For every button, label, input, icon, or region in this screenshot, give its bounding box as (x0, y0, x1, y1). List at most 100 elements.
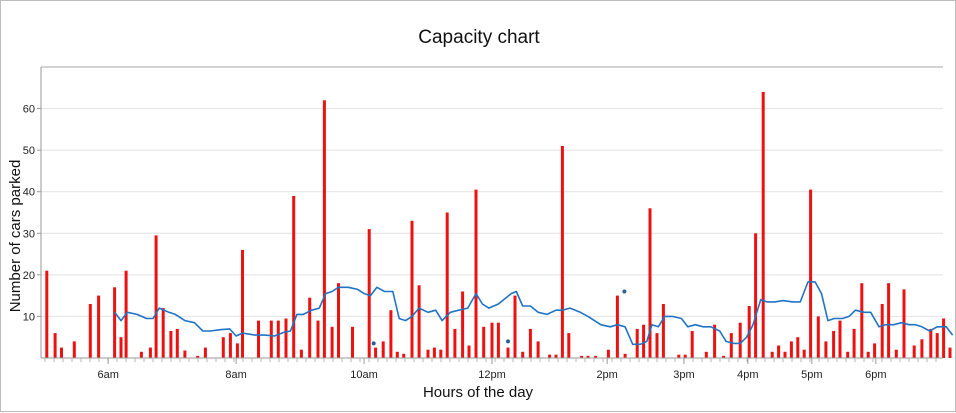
bar (690, 331, 694, 358)
bar (796, 337, 800, 358)
bar (783, 351, 787, 358)
bar (269, 320, 273, 358)
bar (655, 333, 659, 358)
bar (880, 304, 884, 358)
bar (623, 353, 627, 358)
bar (113, 287, 117, 358)
bar (322, 100, 326, 359)
bar (704, 351, 708, 358)
bar (308, 297, 312, 358)
bar (45, 270, 49, 358)
bar (139, 351, 143, 358)
bar (920, 339, 924, 358)
y-tick-label: 50 (23, 145, 35, 157)
bar (554, 354, 558, 358)
bar (521, 351, 525, 358)
bar (161, 308, 165, 358)
bar (846, 351, 850, 358)
bar (299, 349, 303, 358)
bar (935, 333, 939, 358)
bar (528, 328, 532, 358)
x-axis-title: Hours of the day (423, 384, 534, 401)
bar (816, 316, 820, 358)
bar (119, 337, 123, 358)
bar (410, 220, 414, 358)
bar (802, 349, 806, 358)
plot-area (45, 91, 954, 359)
bar (381, 341, 385, 358)
bar (276, 320, 280, 358)
bar (586, 355, 590, 358)
bar (777, 345, 781, 358)
bar (761, 91, 765, 359)
bar (490, 322, 494, 358)
x-tick-label: 6pm (865, 369, 886, 381)
bar (196, 355, 200, 358)
y-tick-label: 60 (23, 104, 35, 116)
bar (426, 349, 430, 358)
chart-title: Capacity chart (418, 27, 540, 48)
bar (461, 291, 465, 358)
bar (677, 354, 681, 358)
x-tick-label: 10am (350, 369, 378, 381)
bar (60, 347, 63, 358)
bar (683, 354, 687, 358)
bar (203, 347, 207, 358)
bar (53, 333, 57, 358)
bar (482, 326, 486, 358)
bar (351, 326, 354, 358)
bar (548, 354, 552, 358)
data-point (506, 339, 510, 344)
y-tick-label: 10 (23, 311, 35, 323)
bar (770, 351, 774, 358)
bar (567, 333, 571, 358)
gridlines (41, 66, 943, 317)
bar (887, 283, 891, 358)
bar (169, 331, 173, 358)
x-tick-label: 6am (97, 369, 118, 381)
bar (560, 146, 564, 358)
bar (729, 333, 733, 358)
bar (72, 341, 76, 358)
bar (948, 347, 952, 358)
bar (738, 322, 742, 358)
average-line (113, 281, 954, 346)
bar (536, 341, 540, 358)
x-tick-label: 2pm (596, 369, 617, 381)
y-axis-title: Number of cars parked (7, 160, 24, 313)
y-tick-label: 30 (23, 228, 35, 240)
bar (88, 304, 92, 358)
bar (866, 351, 870, 358)
bar (374, 347, 378, 358)
bar (661, 304, 665, 358)
bar (615, 295, 619, 358)
bar (606, 349, 610, 358)
bar (635, 328, 639, 358)
bar (942, 318, 946, 358)
x-tick-label: 5pm (801, 369, 822, 381)
bar (417, 285, 421, 359)
bar (292, 195, 296, 358)
bar (852, 328, 856, 358)
bar (860, 283, 864, 358)
bar (148, 347, 152, 358)
bar (754, 233, 758, 358)
x-tick-label: 4pm (737, 369, 758, 381)
bar (474, 189, 478, 358)
bar (284, 318, 288, 358)
x-tick-label: 3pm (673, 369, 694, 381)
bar (580, 355, 584, 358)
bar (789, 341, 793, 358)
data-point (622, 289, 627, 294)
bar (439, 349, 443, 358)
bar (97, 295, 101, 358)
bar (648, 208, 652, 358)
bar (873, 343, 877, 358)
bar (838, 320, 842, 358)
bar (453, 328, 457, 358)
bar (395, 351, 399, 358)
bar (467, 345, 471, 358)
bar (330, 326, 334, 358)
bar (228, 333, 232, 358)
